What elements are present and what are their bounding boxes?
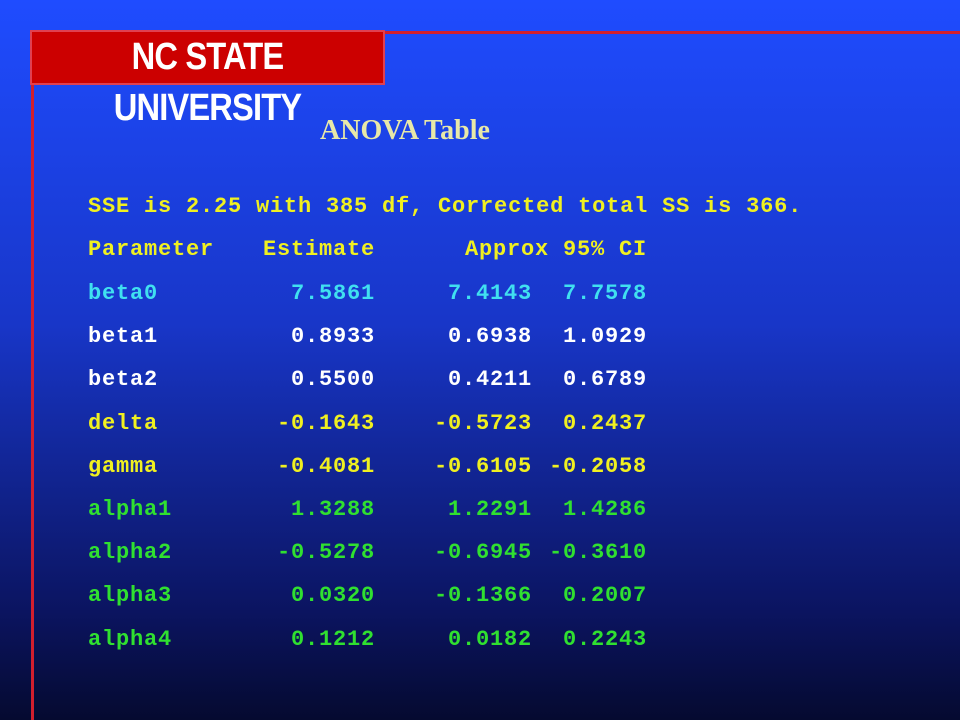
ci-upper: 0.2243 <box>562 626 647 652</box>
estimate: 0.8933 <box>290 324 375 350</box>
ci-upper: -0.3610 <box>548 540 647 566</box>
logo: NC STATE UNIVERSITY <box>30 30 385 129</box>
parameter-name: beta0 <box>88 281 159 306</box>
ci-upper: 7.7578 <box>562 281 647 306</box>
parameter-name: alpha1 <box>88 497 173 522</box>
ci-upper: -0.2058 <box>548 453 647 479</box>
ci-upper: 0.2437 <box>562 410 647 436</box>
column-header: Estimate <box>262 237 375 262</box>
ci-lower: 0.4211 <box>447 367 532 393</box>
parameter-name: beta1 <box>88 324 159 350</box>
estimate: 1.3288 <box>290 497 375 522</box>
estimate: 0.1212 <box>290 626 375 652</box>
ci-upper: 0.2007 <box>562 583 647 609</box>
logo-text: NC STATE UNIVERSITY <box>113 36 302 129</box>
slide-title: ANOVA Table <box>320 115 490 146</box>
estimate: 7.5861 <box>290 281 375 306</box>
parameter-name: gamma <box>88 453 159 479</box>
estimate: -0.5278 <box>276 540 375 566</box>
ci-lower: 0.0182 <box>447 626 532 652</box>
summary-line: SSE is 2.25 with 385 df, Corrected total… <box>88 194 803 219</box>
parameter-name: alpha3 <box>88 583 173 609</box>
column-header: Parameter <box>88 237 215 262</box>
estimate: -0.4081 <box>276 453 375 479</box>
column-header: Approx 95% CI <box>464 237 647 262</box>
estimate: 0.5500 <box>290 367 375 393</box>
ci-upper: 1.0929 <box>562 324 647 350</box>
ci-upper: 1.4286 <box>562 497 647 522</box>
parameter-name: delta <box>88 410 159 436</box>
estimate: -0.1643 <box>276 410 375 436</box>
estimate: 0.0320 <box>290 583 375 609</box>
ci-lower: -0.6105 <box>433 453 532 479</box>
parameter-name: beta2 <box>88 367 159 393</box>
ci-lower: -0.1366 <box>433 583 532 609</box>
parameter-name: alpha4 <box>88 626 173 652</box>
red-rule-horizontal <box>385 31 960 34</box>
parameter-name: alpha2 <box>88 540 173 566</box>
ci-lower: 1.2291 <box>447 497 532 522</box>
ci-upper: 0.6789 <box>562 367 647 393</box>
red-rule-vertical <box>31 30 34 720</box>
ci-lower: 7.4143 <box>447 281 532 306</box>
ci-lower: 0.6938 <box>447 324 532 350</box>
ci-lower: -0.5723 <box>433 410 532 436</box>
ci-lower: -0.6945 <box>433 540 532 566</box>
